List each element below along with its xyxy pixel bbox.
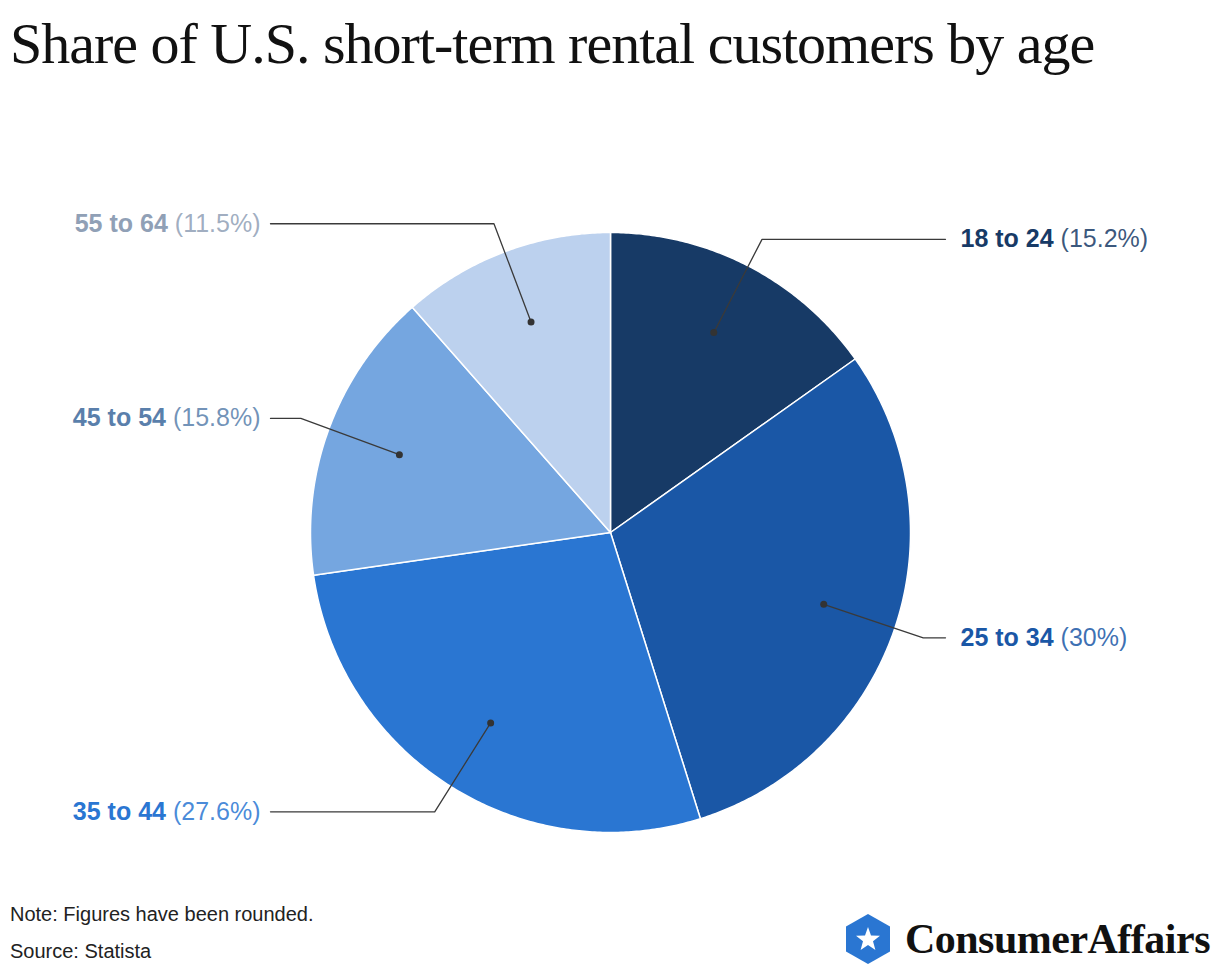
svg-text:25 to 34: 25 to 34	[961, 623, 1054, 651]
html-text:Source: Statista: Source: Statista	[10, 940, 152, 962]
svg-text:45 to 54: 45 to 54	[73, 403, 166, 431]
svg-text:(11.5%): (11.5%)	[175, 209, 261, 237]
html-text:ConsumerAffairs: ConsumerAffairs	[904, 916, 1210, 962]
html-text:Note: Figures have been rounde: Note: Figures have been rounded.	[10, 903, 314, 925]
svg-text:18 to 24: 18 to 24	[961, 224, 1054, 252]
svg-text:(30%): (30%)	[1061, 623, 1128, 651]
svg-text:35 to 44: 35 to 44	[73, 797, 166, 825]
svg-text:(15.8%): (15.8%)	[173, 403, 261, 431]
svg-text:(15.2%): (15.2%)	[1061, 224, 1149, 252]
svg-text:55 to 64: 55 to 64	[75, 209, 168, 237]
html-text:Share of U.S. short-term renta: Share of U.S. short-term rental customer…	[10, 11, 1095, 76]
svg-text:(27.6%): (27.6%)	[173, 797, 261, 825]
